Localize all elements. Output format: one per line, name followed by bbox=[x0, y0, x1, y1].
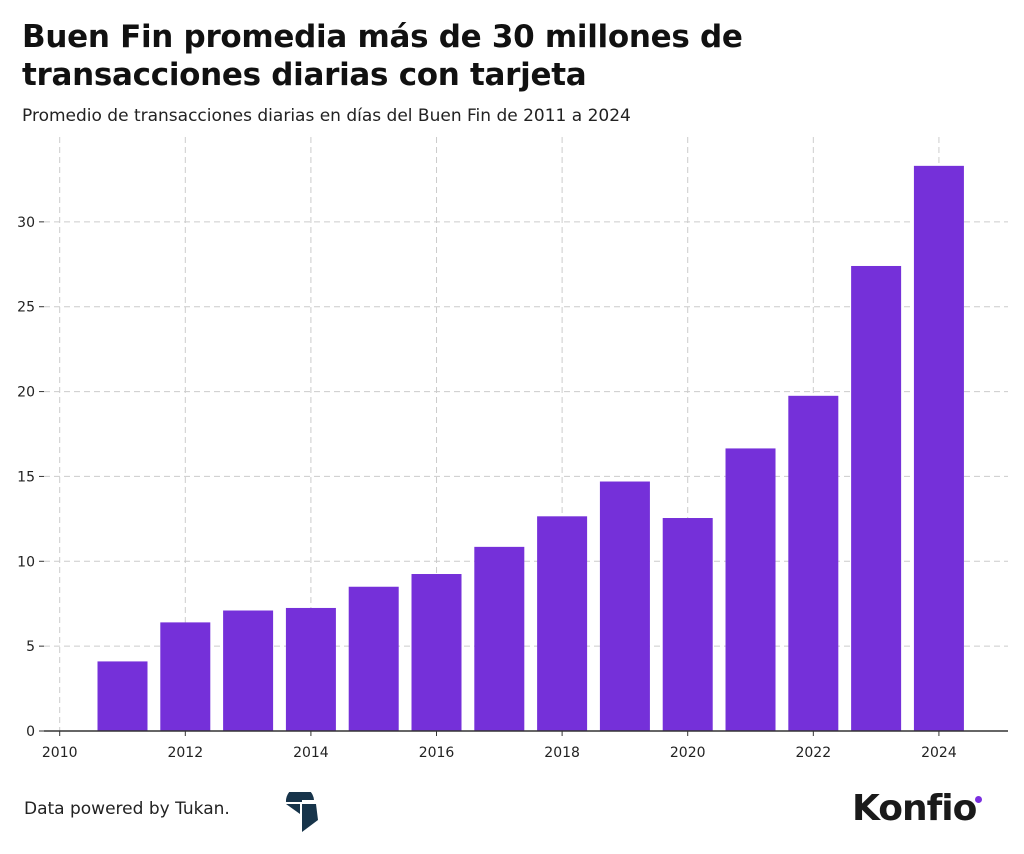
y-tick-label: 5 bbox=[26, 639, 35, 655]
y-tick-label: 15 bbox=[17, 469, 35, 485]
chart-title: Buen Fin promedia más de 30 millones de … bbox=[22, 19, 743, 93]
bar-2022 bbox=[788, 395, 839, 731]
y-tick-label: 30 bbox=[17, 215, 35, 231]
y-tick-label: 25 bbox=[17, 300, 35, 316]
x-tick-label: 2024 bbox=[921, 745, 957, 761]
x-tick-label: 2014 bbox=[293, 745, 329, 761]
y-tick-label: 10 bbox=[17, 554, 35, 570]
chart-subtitle: Promedio de transacciones diarias en día… bbox=[22, 106, 631, 126]
bar-2016 bbox=[411, 574, 462, 731]
bar-2017 bbox=[474, 546, 525, 731]
bar-2024 bbox=[913, 165, 964, 731]
bar-2014 bbox=[285, 607, 336, 731]
x-tick-label: 2016 bbox=[419, 745, 455, 761]
bar-2015 bbox=[348, 586, 399, 731]
tukan-logo-icon bbox=[285, 792, 318, 832]
bar-2013 bbox=[223, 610, 274, 731]
bar-chart: 0 5 10 15 20 25 30 2010 2012 2014 2016 2018 2020 2022… bbox=[17, 137, 1008, 761]
y-tick-label: 20 bbox=[17, 385, 35, 401]
bar-2019 bbox=[599, 481, 650, 731]
bar-2011 bbox=[97, 661, 148, 731]
x-tick-label: 2012 bbox=[167, 745, 203, 761]
y-tick-label: 0 bbox=[26, 724, 35, 740]
bar-2018 bbox=[537, 516, 588, 731]
konfio-logo-dot bbox=[975, 796, 982, 803]
x-tick-label: 2022 bbox=[795, 745, 831, 761]
x-tick-label: 2010 bbox=[42, 745, 78, 761]
bar-2021 bbox=[725, 448, 776, 731]
x-tick-label: 2020 bbox=[670, 745, 706, 761]
konfio-logo: Konfio bbox=[852, 788, 977, 829]
x-tick-label: 2018 bbox=[544, 745, 580, 761]
bar-2012 bbox=[160, 622, 211, 731]
bar-2020 bbox=[662, 518, 713, 731]
data-credit: Data powered by Tukan. bbox=[24, 799, 230, 819]
bar-2023 bbox=[851, 265, 902, 731]
